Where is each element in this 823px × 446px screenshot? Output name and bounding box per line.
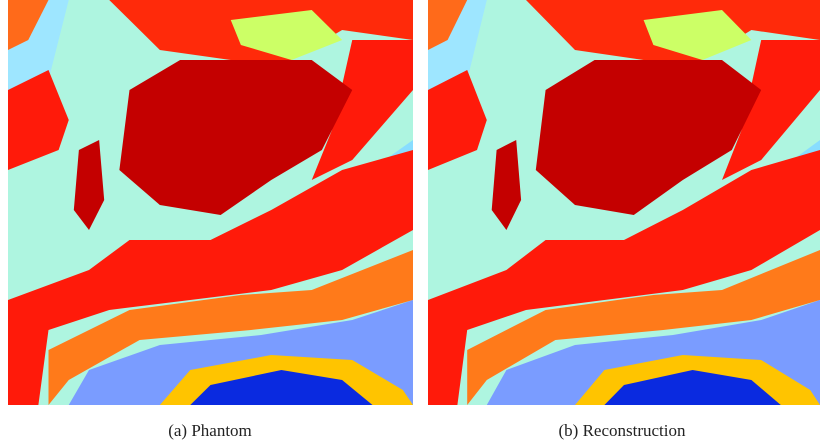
caption: (a) Phantom — [168, 421, 252, 440]
caption: (b) Reconstruction — [559, 421, 686, 440]
reconstruction-image — [428, 0, 820, 405]
phantom-image — [8, 0, 413, 405]
